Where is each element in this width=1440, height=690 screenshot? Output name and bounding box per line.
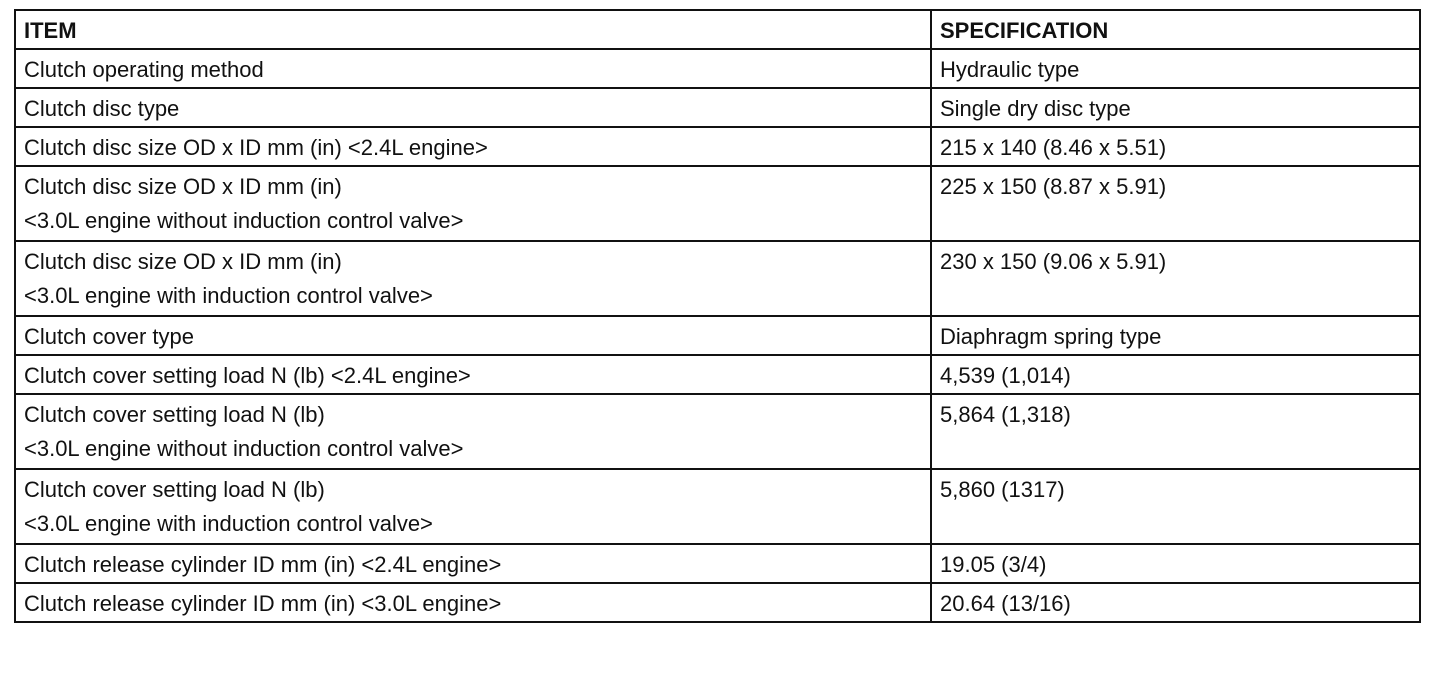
item-cell: Clutch cover setting load N (lb) <3.0L e… bbox=[14, 393, 932, 470]
header-item: ITEM bbox=[14, 9, 932, 50]
item-cell: Clutch disc size OD x ID mm (in) <2.4L e… bbox=[14, 126, 932, 167]
table-header-row: ITEM SPECIFICATION bbox=[14, 9, 1421, 50]
table-row: Clutch cover type Diaphragm spring type bbox=[14, 315, 1421, 356]
specification-cell: 4,539 (1,014) bbox=[930, 354, 1421, 395]
specification-cell: Diaphragm spring type bbox=[930, 315, 1421, 356]
item-cell: Clutch disc type bbox=[14, 87, 932, 128]
header-specification: SPECIFICATION bbox=[930, 9, 1421, 50]
specification-cell: 215 x 140 (8.46 x 5.51) bbox=[930, 126, 1421, 167]
specification-cell: 5,864 (1,318) bbox=[930, 393, 1421, 470]
specification-cell: 5,860 (1317) bbox=[930, 468, 1421, 545]
table-row: Clutch disc size OD x ID mm (in) <3.0L e… bbox=[14, 240, 1421, 317]
specification-cell: 225 x 150 (8.87 x 5.91) bbox=[930, 165, 1421, 242]
table-row: Clutch cover setting load N (lb) <3.0L e… bbox=[14, 393, 1421, 470]
table-row: Clutch disc size OD x ID mm (in) <2.4L e… bbox=[14, 126, 1421, 167]
table-row: Clutch cover setting load N (lb) <2.4L e… bbox=[14, 354, 1421, 395]
table-row: Clutch cover setting load N (lb) <3.0L e… bbox=[14, 468, 1421, 545]
specification-cell: 20.64 (13/16) bbox=[930, 582, 1421, 623]
item-cell: Clutch cover setting load N (lb) <3.0L e… bbox=[14, 468, 932, 545]
specification-cell: Single dry disc type bbox=[930, 87, 1421, 128]
item-cell: Clutch release cylinder ID mm (in) <3.0L… bbox=[14, 582, 932, 623]
specification-cell: 19.05 (3/4) bbox=[930, 543, 1421, 584]
item-cell: Clutch disc size OD x ID mm (in) <3.0L e… bbox=[14, 240, 932, 317]
table-row: Clutch disc type Single dry disc type bbox=[14, 87, 1421, 128]
item-cell: Clutch cover setting load N (lb) <2.4L e… bbox=[14, 354, 932, 395]
clutch-specification-table: ITEM SPECIFICATION Clutch operating meth… bbox=[14, 9, 1421, 623]
specification-cell: Hydraulic type bbox=[930, 48, 1421, 89]
item-cell: Clutch operating method bbox=[14, 48, 932, 89]
item-cell: Clutch cover type bbox=[14, 315, 932, 356]
specification-cell: 230 x 150 (9.06 x 5.91) bbox=[930, 240, 1421, 317]
table-row: Clutch operating method Hydraulic type bbox=[14, 48, 1421, 89]
item-cell: Clutch release cylinder ID mm (in) <2.4L… bbox=[14, 543, 932, 584]
item-cell: Clutch disc size OD x ID mm (in) <3.0L e… bbox=[14, 165, 932, 242]
table-row: Clutch disc size OD x ID mm (in) <3.0L e… bbox=[14, 165, 1421, 242]
table-row: Clutch release cylinder ID mm (in) <2.4L… bbox=[14, 543, 1421, 584]
table-row: Clutch release cylinder ID mm (in) <3.0L… bbox=[14, 582, 1421, 623]
